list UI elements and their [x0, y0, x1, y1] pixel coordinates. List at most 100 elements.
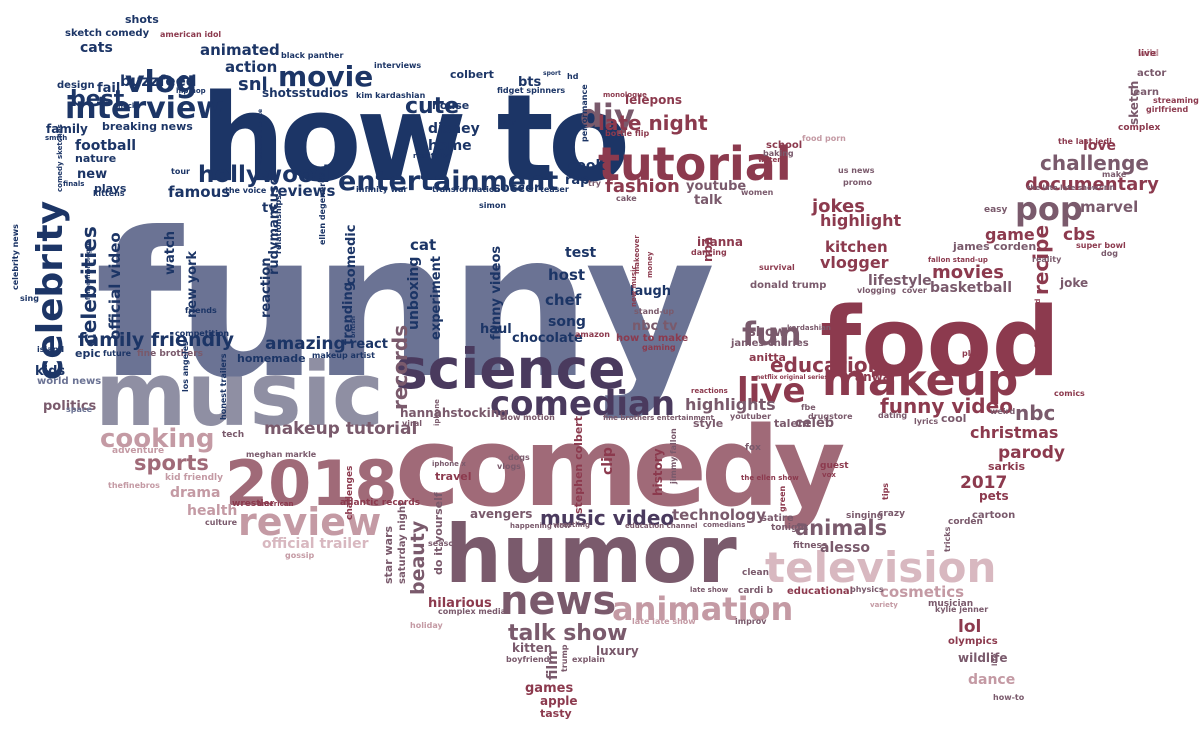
- word-celeb: celeb: [795, 416, 834, 431]
- word-cooking: cooking: [100, 424, 214, 454]
- word-money: money: [646, 251, 654, 278]
- word-finals: finals: [63, 180, 84, 188]
- word-makeup-artist: makeup artist: [312, 351, 375, 360]
- word-host: host: [548, 266, 585, 284]
- word-breaking-news: breaking news: [102, 120, 193, 133]
- word-live: live: [1138, 49, 1156, 59]
- word-kid-friendly: kid friendly: [165, 473, 223, 483]
- word-fallon-monologue: fallon monologue: [85, 241, 92, 300]
- word-animated: animated: [200, 41, 280, 59]
- word-unboxing: unboxing: [406, 257, 422, 330]
- word-sofiya-nygaard: sofiya nygaard: [1034, 299, 1042, 357]
- word-trending: trending: [341, 282, 356, 345]
- word-christmas: christmas: [970, 423, 1058, 442]
- word-news: news: [500, 578, 616, 624]
- word-iphone-x: iphone x: [432, 460, 466, 468]
- word-crazy: crazy: [878, 509, 905, 519]
- word-atlantic-records: atlantic records: [340, 498, 420, 508]
- word-funny-video: funny video: [880, 394, 1013, 418]
- word-action: action: [225, 58, 277, 76]
- word-wrestling: wrestling: [553, 521, 590, 529]
- word-sing: sing: [20, 294, 39, 303]
- word-humor: humor: [445, 508, 737, 601]
- word-animation: animation: [612, 590, 793, 628]
- word-jimmy-fallon: jimmy fallon: [669, 428, 678, 485]
- word-guest: guest: [820, 461, 849, 471]
- word-the-voice: the voice: [225, 186, 267, 195]
- word-world-news: world news: [37, 376, 101, 387]
- word-movies: movies: [932, 262, 1004, 283]
- word-nbc: nbc: [1015, 401, 1055, 425]
- word-avengers: avengers: [470, 507, 532, 521]
- word-lifestyle: lifestyle: [868, 273, 932, 289]
- word-react: react: [350, 337, 388, 352]
- word-television: television: [765, 543, 996, 592]
- word-school: school: [766, 140, 802, 151]
- word-water: water: [758, 156, 781, 164]
- word-live: live: [737, 371, 806, 411]
- word-kim-kardashian: kim kardashian: [356, 91, 426, 100]
- word-star-wars: star wars: [382, 526, 395, 584]
- word-plays: plays: [94, 182, 127, 195]
- word-rudymancuso: rudymancuso: [267, 176, 282, 275]
- word-basketball: basketball: [930, 280, 1012, 296]
- word-relationships: relationships: [274, 195, 283, 254]
- word-recipe: recipe: [1029, 225, 1053, 295]
- word-streaming: streaming: [1153, 96, 1199, 105]
- word-singing: singing: [846, 511, 883, 521]
- word-new: new: [77, 167, 107, 182]
- word-reaction: reaction: [259, 257, 274, 318]
- word-dancing: dancing: [691, 248, 727, 257]
- word-film: film: [545, 650, 561, 680]
- word-slow-motion: slow motion: [500, 413, 555, 422]
- word-makeup-tutorial: makeup tutorial: [264, 419, 417, 439]
- word-2018: 2018: [225, 447, 398, 520]
- word-interviews: interviews: [374, 61, 421, 70]
- word-shots: shots: [125, 13, 159, 26]
- word-beauty: beauty: [407, 520, 429, 595]
- word-simon: simon: [479, 201, 506, 210]
- word-funny-videos: funny videos: [489, 246, 504, 340]
- word-records: records: [388, 325, 412, 410]
- word-cat: cat: [410, 236, 436, 254]
- word-celebrities: celebrities: [77, 226, 101, 345]
- word-vlogging: vlogging: [857, 286, 896, 295]
- word-fidget-spinners: fidget spinners: [497, 86, 565, 95]
- word-haul: haul: [480, 322, 512, 337]
- word-cosmetics: cosmetics: [880, 583, 964, 601]
- word-kids: kids: [35, 364, 65, 379]
- word-smith: smith: [45, 134, 67, 142]
- word-kitchen: kitchen: [825, 238, 888, 256]
- word-cbs: cbs: [1063, 225, 1095, 245]
- word-netflix-original-series: netflix original series: [756, 374, 828, 381]
- word-late-show: late show: [690, 586, 729, 594]
- word-kylie-jenner: kylie jenner: [935, 605, 988, 614]
- word-boyfriend: boyfriend: [506, 655, 550, 664]
- word-fbe: fbe: [801, 403, 816, 412]
- word-the-last-jedi: the last jedi: [1058, 137, 1112, 146]
- word-ellen-degeneres: ellen degeneres: [318, 172, 327, 245]
- word-happening-now: happening now: [510, 522, 571, 530]
- word-love: love: [1083, 138, 1116, 154]
- word-style: style: [693, 417, 723, 430]
- word-pets: pets: [979, 489, 1009, 503]
- word-health: health: [187, 503, 237, 519]
- word-physics: physics: [850, 585, 884, 594]
- word-new-music: new music: [630, 265, 638, 307]
- word-jokes: jokes: [811, 196, 865, 217]
- word-cover: cover: [902, 286, 927, 295]
- word-gaming: gaming: [642, 343, 676, 352]
- word-funny: funny: [95, 190, 712, 423]
- word-meghan-markle: meghan markle: [246, 450, 317, 459]
- word-vox: vox: [822, 471, 836, 479]
- word-gossip: gossip: [285, 551, 314, 560]
- word-anwar: anwar: [855, 370, 897, 384]
- word-kittens: kittens: [93, 189, 125, 198]
- word-fail: fail: [97, 81, 120, 96]
- word-dog: dog: [1101, 249, 1118, 258]
- word-how-to: how-to: [993, 693, 1025, 702]
- word-hd: hd: [567, 72, 579, 81]
- word-clean: clean: [742, 568, 769, 578]
- word-reality: reality: [1032, 255, 1062, 264]
